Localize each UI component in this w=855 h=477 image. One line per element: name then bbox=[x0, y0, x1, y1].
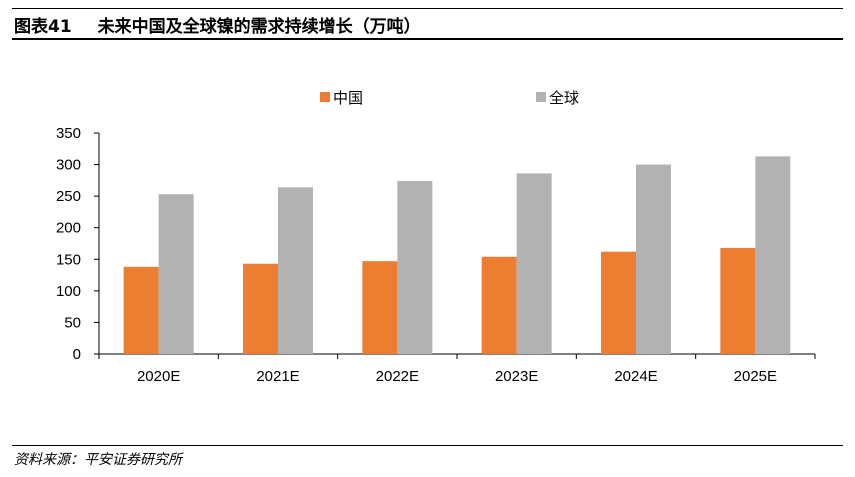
figure-title: 图表41 未来中国及全球镍的需求持续增长（万吨） bbox=[14, 12, 421, 37]
y-tick-label: 300 bbox=[56, 157, 81, 174]
bar-china bbox=[362, 261, 398, 354]
bar-china bbox=[123, 266, 159, 354]
bar-global bbox=[516, 173, 552, 354]
bar-china bbox=[481, 256, 517, 354]
x-tick-label: 2023E bbox=[495, 368, 538, 385]
y-tick-label: 0 bbox=[73, 346, 81, 363]
figure-number: 图表41 bbox=[14, 17, 72, 37]
legend-swatch bbox=[320, 92, 330, 102]
top-rule bbox=[12, 8, 843, 9]
source-note: 资料来源：平安证券研究所 bbox=[14, 452, 182, 468]
bar-global bbox=[636, 164, 671, 354]
y-tick-label: 250 bbox=[56, 188, 81, 205]
y-tick-label: 100 bbox=[56, 283, 81, 300]
bar-global bbox=[278, 187, 313, 354]
y-tick-label: 150 bbox=[56, 251, 81, 268]
y-tick-label: 350 bbox=[56, 125, 81, 142]
figure-title-text: 未来中国及全球镍的需求持续增长（万吨） bbox=[97, 17, 421, 37]
bar-china bbox=[601, 251, 636, 354]
y-tick-label: 50 bbox=[64, 314, 81, 331]
y-tick-label: 200 bbox=[56, 220, 81, 237]
bar-china bbox=[243, 263, 278, 354]
legend-swatch bbox=[536, 92, 546, 102]
x-tick-label: 2020E bbox=[137, 368, 180, 385]
x-tick-label: 2024E bbox=[614, 368, 657, 385]
x-tick-label: 2021E bbox=[256, 368, 299, 385]
bar-global bbox=[755, 156, 791, 354]
bar-china bbox=[720, 247, 756, 354]
bar-global bbox=[158, 194, 194, 354]
bar-global bbox=[397, 180, 433, 354]
legend-label: 中国 bbox=[333, 89, 363, 107]
x-tick-label: 2022E bbox=[376, 368, 419, 385]
footer-rule bbox=[12, 445, 843, 446]
x-tick-label: 2025E bbox=[734, 368, 777, 385]
title-rule bbox=[12, 38, 843, 40]
legend-label: 全球 bbox=[549, 89, 579, 107]
